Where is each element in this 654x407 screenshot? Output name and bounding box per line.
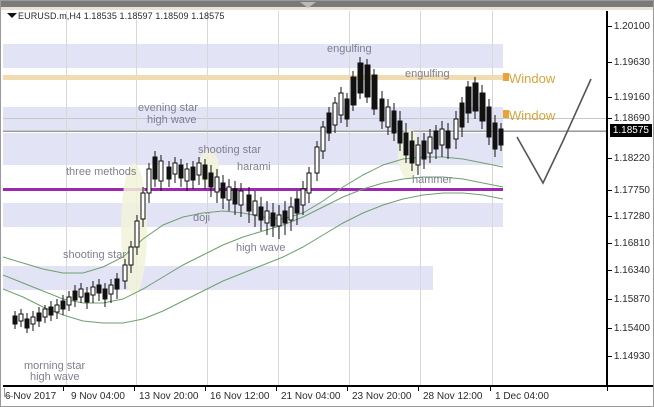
gridline-v [207, 11, 208, 385]
window-titlebar-accent [1, 7, 653, 10]
annotation-high-wave-1: high wave [147, 114, 197, 126]
price-axis-label: 1.19630 [613, 57, 650, 68]
annotation-high-wave-3: high wave [30, 371, 80, 383]
price-axis-label: 1.15870 [613, 294, 650, 305]
window-label-upper: Window [509, 71, 556, 86]
scroll-down-arrow-icon[interactable] [300, 2, 316, 8]
time-tick [418, 387, 419, 391]
price-tick [608, 243, 612, 244]
price-axis-label: 1.16810 [613, 238, 650, 249]
symbol-header-text: EURUSD.m,H4 1.18535 1.18597 1.18509 1.18… [18, 11, 225, 21]
time-axis[interactable]: 6 Nov 2017 9 Nov 04:00 13 Nov 20:00 16 N… [3, 385, 653, 406]
time-tick [205, 387, 206, 391]
time-tick [347, 387, 348, 391]
chart-series-svg [3, 57, 592, 333]
window-resistance-line [3, 75, 503, 80]
time-axis-label: 9 Nov 04:00 [71, 391, 125, 402]
time-tick [63, 387, 64, 391]
annotation-evening-star: evening star [138, 102, 198, 114]
price-axis-label: 1.15400 [613, 323, 650, 334]
price-tick [608, 118, 612, 119]
annotation-hammer: hammer [412, 174, 453, 186]
price-tick [608, 26, 612, 27]
annotation-shooting-star-1: shooting star [198, 144, 261, 156]
price-tick [608, 299, 612, 300]
forecast-zigzag-line [516, 78, 592, 185]
time-tick [134, 387, 135, 391]
gridline-h [3, 130, 606, 131]
window-titlebar[interactable] [1, 1, 653, 7]
price-tick [608, 97, 612, 98]
resize-grip[interactable] [4, 388, 13, 397]
gridline-v [66, 11, 67, 385]
price-tick [608, 190, 612, 191]
annotation-doji: doji [193, 212, 211, 224]
price-axis-label: 1.18220 [613, 153, 650, 164]
annotation-engulfing-1: engulfing [327, 43, 372, 55]
annotation-engulfing-2: engulfing [405, 68, 450, 80]
annotation-morning-star: morning star [24, 360, 86, 372]
time-axis-label: 23 Nov 20:00 [352, 391, 412, 402]
time-axis-label: 6 Nov 2017 [5, 391, 57, 402]
gridline-v [278, 11, 279, 385]
current-price-line [3, 131, 606, 132]
current-price-badge: 1.18575 [609, 124, 652, 137]
price-axis-label: 1.20100 [613, 21, 650, 32]
price-tick [608, 158, 612, 159]
price-tick [608, 270, 612, 271]
gridline-v [420, 11, 421, 385]
price-axis-label: 1.19160 [613, 92, 650, 103]
annotation-harami: harami [237, 161, 271, 173]
ma-line-signal [3, 192, 504, 324]
annotation-shooting-star-2: shooting star [63, 249, 126, 261]
price-tick [608, 216, 612, 217]
price-tick [608, 356, 612, 357]
time-tick [276, 387, 277, 391]
ma-line-slow [3, 176, 504, 304]
price-axis-label: 1.14930 [613, 351, 650, 362]
price-axis-label: 1.17750 [613, 185, 650, 196]
price-band-upper [3, 44, 503, 68]
annotation-three-methods: three methods [66, 166, 137, 178]
time-tick [490, 387, 491, 391]
time-axis-label: 21 Nov 04:00 [281, 391, 341, 402]
symbol-expand-icon[interactable] [7, 13, 17, 18]
price-axis-label: 1.17280 [613, 211, 650, 222]
gridline-v [492, 11, 493, 385]
annotation-high-wave-2: high wave [236, 242, 286, 254]
window-label-lower: Window [509, 108, 556, 123]
time-axis-label: 13 Nov 20:00 [139, 391, 199, 402]
gridline-v [349, 11, 350, 385]
candlestick-series [12, 57, 504, 333]
window-marker-lower [503, 110, 509, 118]
price-axis-label: 1.18690 [613, 113, 650, 124]
window-marker-upper [503, 73, 509, 81]
price-axis[interactable]: 1.20100 1.19630 1.19160 1.18690 1.18220 … [606, 11, 653, 385]
gridline-h [3, 118, 606, 119]
price-axis-label: 1.16340 [613, 265, 650, 276]
time-axis-label: 28 Nov 12:00 [423, 391, 483, 402]
price-tick [608, 62, 612, 63]
chart-plot-area[interactable]: engulfing engulfing evening star high wa… [3, 11, 606, 385]
time-axis-label: 1 Dec 04:00 [495, 391, 549, 402]
time-axis-label: 16 Nov 12:00 [210, 391, 270, 402]
pivot-line [3, 188, 503, 191]
price-tick [608, 328, 612, 329]
time-tick [607, 387, 608, 391]
price-band-window-top [3, 107, 503, 131]
